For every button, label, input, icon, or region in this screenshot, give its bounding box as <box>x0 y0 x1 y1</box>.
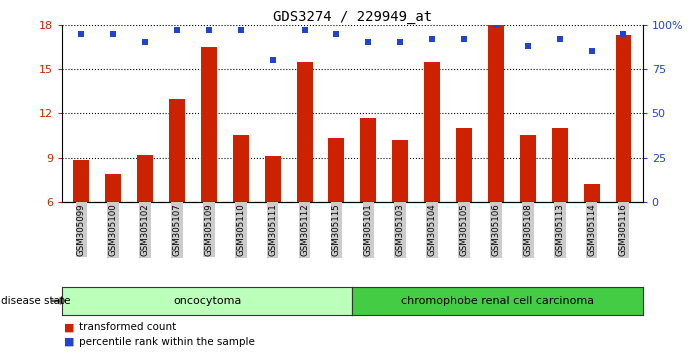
Text: GSM305111: GSM305111 <box>268 204 277 256</box>
Point <box>76 31 87 36</box>
Text: GSM305100: GSM305100 <box>108 204 117 256</box>
Point <box>522 43 533 49</box>
Bar <box>137 155 153 202</box>
Point <box>554 36 565 42</box>
Point <box>108 31 119 36</box>
Point <box>363 40 374 45</box>
Bar <box>73 160 89 202</box>
Text: GSM305099: GSM305099 <box>77 204 86 256</box>
Point <box>426 36 437 42</box>
Text: GSM305110: GSM305110 <box>236 204 245 256</box>
Text: GSM305105: GSM305105 <box>460 204 468 256</box>
Text: GSM305116: GSM305116 <box>619 204 628 256</box>
Point <box>331 31 342 36</box>
Bar <box>616 35 632 202</box>
Text: GSM305108: GSM305108 <box>523 204 532 256</box>
Bar <box>169 98 185 202</box>
Text: ■: ■ <box>64 322 75 332</box>
Text: GSM305109: GSM305109 <box>205 204 214 256</box>
Text: GSM305104: GSM305104 <box>428 204 437 256</box>
Title: GDS3274 / 229949_at: GDS3274 / 229949_at <box>273 10 432 24</box>
Bar <box>584 184 600 202</box>
Point <box>140 40 151 45</box>
Bar <box>551 128 568 202</box>
Point <box>618 31 629 36</box>
Bar <box>233 136 249 202</box>
Text: GSM305106: GSM305106 <box>491 204 500 256</box>
Text: disease state: disease state <box>1 296 71 306</box>
Text: GSM305113: GSM305113 <box>555 204 565 256</box>
Text: percentile rank within the sample: percentile rank within the sample <box>79 337 256 347</box>
Text: oncocytoma: oncocytoma <box>173 296 241 306</box>
Text: GSM305112: GSM305112 <box>300 204 309 256</box>
Point <box>395 40 406 45</box>
Bar <box>328 138 344 202</box>
Bar <box>392 140 408 202</box>
Point <box>586 48 597 54</box>
Text: GSM305115: GSM305115 <box>332 204 341 256</box>
Bar <box>201 47 217 202</box>
Text: GSM305107: GSM305107 <box>173 204 182 256</box>
Bar <box>520 136 536 202</box>
Text: GSM305114: GSM305114 <box>587 204 596 256</box>
Point <box>171 27 182 33</box>
Bar <box>105 174 121 202</box>
Point <box>203 27 214 33</box>
Bar <box>265 156 281 202</box>
Text: chromophobe renal cell carcinoma: chromophobe renal cell carcinoma <box>401 296 594 306</box>
Bar <box>296 62 312 202</box>
Text: ■: ■ <box>64 337 75 347</box>
Text: GSM305101: GSM305101 <box>364 204 373 256</box>
Text: transformed count: transformed count <box>79 322 177 332</box>
Bar <box>488 25 504 202</box>
Point <box>267 57 278 63</box>
Bar <box>456 128 472 202</box>
Point <box>459 36 470 42</box>
Bar <box>424 62 440 202</box>
Text: GSM305102: GSM305102 <box>140 204 150 256</box>
Point <box>491 22 502 28</box>
Text: GSM305103: GSM305103 <box>396 204 405 256</box>
Point <box>299 27 310 33</box>
Point <box>235 27 246 33</box>
Bar <box>361 118 377 202</box>
